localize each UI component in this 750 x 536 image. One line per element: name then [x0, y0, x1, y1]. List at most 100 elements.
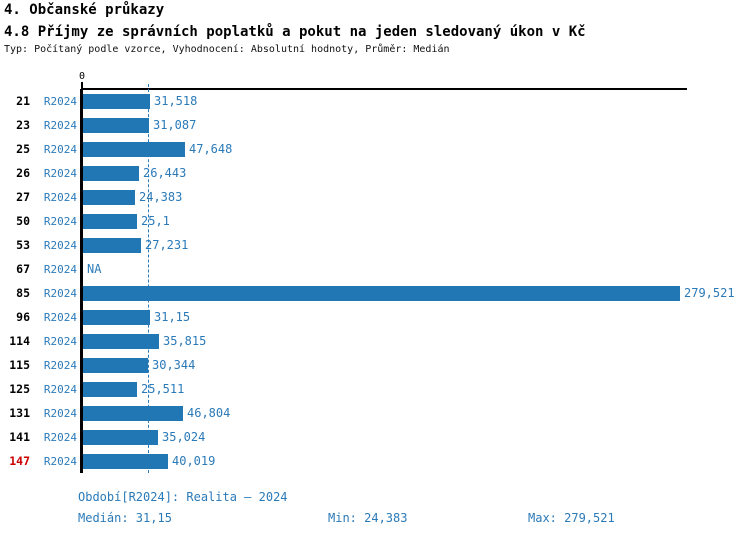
row-period-label: R2024 — [43, 142, 77, 156]
bar-value-label: 35,815 — [163, 334, 207, 348]
row-bar-area: 31,087 — [80, 113, 750, 137]
bar-value-label: 40,019 — [172, 454, 216, 468]
row-bar-area: 25,511 — [80, 377, 750, 401]
bar — [83, 213, 137, 229]
bar — [83, 141, 185, 157]
row-id-label: 26 — [16, 166, 30, 180]
bar-value-label: 30,344 — [152, 358, 196, 372]
chart-row: 27 R2024 24,383 — [0, 185, 750, 209]
row-id-label: 141 — [9, 430, 30, 444]
row-period-label: R2024 — [43, 94, 77, 108]
bar — [83, 237, 141, 253]
row-period-label: R2024 — [43, 214, 77, 228]
bar — [83, 165, 139, 181]
chart-row: 21 R2024 31,518 — [0, 89, 750, 113]
row-id-label: 23 — [16, 118, 30, 132]
row-id-label: 115 — [9, 358, 30, 372]
row-period-label: R2024 — [43, 430, 77, 444]
row-period-label: R2024 — [43, 406, 77, 420]
row-bar-area: 31,15 — [80, 305, 750, 329]
bar — [83, 453, 168, 469]
row-id-label: 67 — [16, 262, 30, 276]
row-bar-area: 40,019 — [80, 449, 750, 473]
row-period-label: R2024 — [43, 238, 77, 252]
footer-min-label: Min: 24,383 — [328, 511, 408, 525]
bar-value-label: 31,518 — [154, 94, 198, 108]
chart-row: 115 R2024 30,344 — [0, 353, 750, 377]
row-bar-area: 35,024 — [80, 425, 750, 449]
row-period-label: R2024 — [43, 190, 77, 204]
chart-row: 67 R2024 NA — [0, 257, 750, 281]
chart-row: 147 R2024 40,019 — [0, 449, 750, 473]
footer-period-label: Období[R2024]: Realita – 2024 — [78, 490, 288, 504]
row-bar-area: 24,383 — [80, 185, 750, 209]
row-period-label: R2024 — [43, 166, 77, 180]
bar — [83, 381, 137, 397]
row-bar-area: NA — [80, 257, 750, 281]
row-period-label: R2024 — [43, 262, 77, 276]
row-id-label: 125 — [9, 382, 30, 396]
chart-row: 26 R2024 26,443 — [0, 161, 750, 185]
chart-row: 53 R2024 27,231 — [0, 233, 750, 257]
row-bar-area: 27,231 — [80, 233, 750, 257]
footer-max-label: Max: 279,521 — [528, 511, 615, 525]
bar-value-label: 31,087 — [153, 118, 197, 132]
chart-meta-line: Typ: Počítaný podle vzorce, Vyhodnocení:… — [4, 44, 450, 55]
chart-row: 85 R2024 279,521 — [0, 281, 750, 305]
row-bar-area: 35,815 — [80, 329, 750, 353]
x-axis-zero-tick — [81, 82, 83, 90]
bar-value-label: 47,648 — [189, 142, 233, 156]
x-axis-zero-tick-label: 0 — [78, 71, 86, 82]
chart-title: 4.8 Příjmy ze správních poplatků a pokut… — [4, 24, 586, 40]
chart-row: 96 R2024 31,15 — [0, 305, 750, 329]
row-id-label: 21 — [16, 94, 30, 108]
median-gridline — [148, 84, 149, 473]
chart-row: 114 R2024 35,815 — [0, 329, 750, 353]
row-id-label: 25 — [16, 142, 30, 156]
bar — [83, 309, 150, 325]
bar — [83, 357, 148, 373]
row-bar-area: 25,1 — [80, 209, 750, 233]
chart-rows: 21 R2024 31,518 23 R2024 31,087 25 R2024… — [0, 89, 750, 473]
bar-value-label: 25,511 — [141, 382, 185, 396]
bar-value-label: 46,804 — [187, 406, 231, 420]
row-period-label: R2024 — [43, 382, 77, 396]
row-id-label: 147 — [9, 454, 30, 468]
footer-median-label: Medián: 31,15 — [78, 511, 172, 525]
bar-value-label: 27,231 — [145, 238, 189, 252]
row-bar-area: 31,518 — [80, 89, 750, 113]
bar — [83, 93, 150, 109]
chart-row: 23 R2024 31,087 — [0, 113, 750, 137]
x-axis-line — [82, 88, 687, 90]
row-bar-area: 46,804 — [80, 401, 750, 425]
row-period-label: R2024 — [43, 358, 77, 372]
bar — [83, 285, 680, 301]
row-bar-area: 30,344 — [80, 353, 750, 377]
row-period-label: R2024 — [43, 286, 77, 300]
bar-value-label: NA — [87, 262, 102, 276]
bar-value-label: 31,15 — [154, 310, 191, 324]
row-period-label: R2024 — [43, 454, 77, 468]
bar — [83, 405, 183, 421]
row-period-label: R2024 — [43, 310, 77, 324]
row-id-label: 27 — [16, 190, 30, 204]
chart-row: 50 R2024 25,1 — [0, 209, 750, 233]
bar-value-label: 35,024 — [162, 430, 206, 444]
bar-value-label: 24,383 — [139, 190, 183, 204]
row-bar-area: 26,443 — [80, 161, 750, 185]
row-id-label: 50 — [16, 214, 30, 228]
row-period-label: R2024 — [43, 334, 77, 348]
bar — [83, 117, 149, 133]
chart-row: 125 R2024 25,511 — [0, 377, 750, 401]
row-period-label: R2024 — [43, 118, 77, 132]
page-title: 4. Občanské průkazy — [4, 2, 165, 18]
bar — [83, 333, 159, 349]
bar — [83, 429, 158, 445]
chart-row: 131 R2024 46,804 — [0, 401, 750, 425]
row-bar-area: 47,648 — [80, 137, 750, 161]
row-bar-area: 279,521 — [80, 281, 750, 305]
row-id-label: 85 — [16, 286, 30, 300]
row-id-label: 96 — [16, 310, 30, 324]
bar — [83, 189, 135, 205]
